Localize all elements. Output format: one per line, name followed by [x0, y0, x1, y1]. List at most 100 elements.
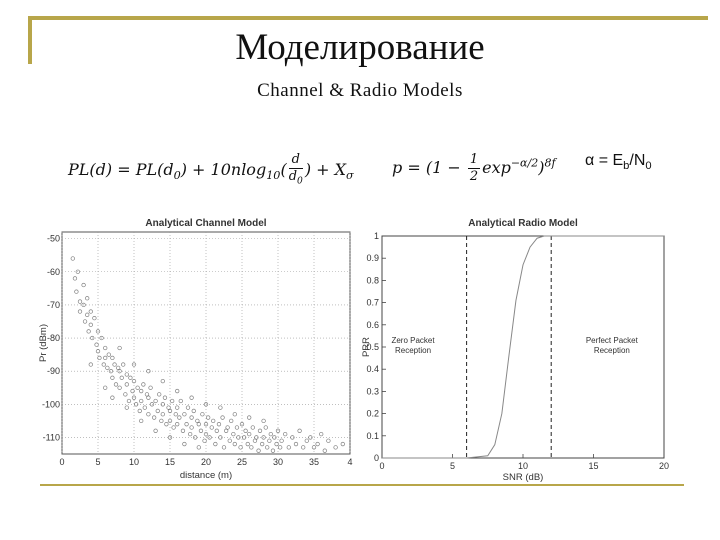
channel-data-point: [257, 428, 263, 433]
channel-data-point: [103, 345, 108, 351]
channel-data-point: [315, 441, 320, 447]
channel-data-point: [218, 435, 223, 440]
channel-x-tick-label: 15: [165, 457, 175, 467]
channel-x-tick-label: 4: [347, 457, 352, 467]
slide-top-border: [28, 16, 708, 20]
channel-data-point: [236, 435, 241, 440]
radio-y-axis-label: PRR: [361, 337, 372, 357]
channel-data-point: [173, 412, 178, 417]
channel-data-point: [286, 445, 291, 450]
channel-data-point: [137, 408, 142, 414]
radio-y-tick-label: 0.1: [366, 431, 379, 441]
channel-data-point: [185, 405, 191, 410]
channel-y-axis-label: Pr (dBm): [38, 324, 49, 362]
channel-data-point: [110, 375, 115, 380]
channel-data-point: [267, 438, 272, 443]
channel-data-point: [131, 395, 137, 400]
channel-x-tick-label: 0: [59, 457, 64, 467]
channel-data-point: [94, 342, 99, 347]
channel-data-point: [229, 418, 234, 424]
channel-data-point: [191, 408, 196, 414]
channel-data-point: [74, 289, 79, 294]
channel-data-point: [128, 375, 133, 380]
channel-data-point: [152, 415, 157, 420]
channel-data-point: [135, 385, 140, 390]
channel-data-point: [141, 382, 146, 387]
channel-data-point: [131, 362, 137, 367]
channel-chart-title: Analytical Channel Model: [145, 218, 266, 229]
channel-y-tick-label: -80: [47, 333, 60, 343]
channel-data-point: [110, 395, 115, 400]
channel-data-point: [171, 425, 176, 430]
channel-data-point: [149, 402, 155, 407]
channel-data-point: [184, 422, 189, 427]
slide-bottom-rule: [40, 484, 684, 486]
channel-data-point: [108, 369, 114, 374]
channel-y-tick-label: -70: [47, 300, 60, 310]
channel-data-point: [297, 428, 302, 433]
channel-data-point: [293, 441, 299, 447]
channel-data-point: [249, 445, 254, 450]
channel-data-point: [175, 405, 180, 410]
channel-data-point: [85, 296, 90, 301]
channel-data-point: [155, 408, 160, 414]
channel-data-point: [170, 398, 175, 404]
channel-data-point: [101, 362, 106, 367]
channel-data-point: [180, 428, 186, 433]
radio-prr-curve: [382, 235, 664, 459]
channel-data-point: [103, 385, 108, 390]
channel-data-point: [272, 435, 277, 440]
path-loss-formula: PL(d) = PL(d0) + 10nlog10(d d0) + Xσ: [68, 152, 354, 187]
channel-data-point: [97, 355, 102, 361]
channel-data-point: [218, 405, 223, 410]
radio-x-tick-label: 10: [518, 461, 528, 471]
channel-data-point: [164, 422, 169, 427]
channel-data-point: [160, 378, 165, 384]
radio-region-annotation: Perfect Packet Reception: [586, 336, 639, 355]
channel-data-point: [175, 422, 180, 427]
channel-data-point: [182, 441, 187, 447]
channel-data-point: [103, 355, 108, 361]
channel-data-point: [268, 431, 273, 437]
channel-data-point: [117, 345, 122, 351]
channel-x-tick-label: 20: [201, 457, 211, 467]
channel-data-point: [263, 425, 268, 430]
channel-data-point: [121, 362, 126, 367]
radio-y-tick-label: 1: [374, 231, 379, 241]
channel-data-point: [198, 428, 204, 433]
channel-data-point: [131, 378, 137, 384]
channel-x-tick-label: 10: [129, 457, 139, 467]
channel-data-point: [148, 385, 153, 390]
channel-data-point: [196, 445, 201, 450]
channel-data-point: [113, 382, 119, 387]
channel-y-tick-label: -110: [43, 432, 60, 442]
channel-data-point: [99, 335, 104, 341]
channel-data-point: [220, 415, 225, 420]
channel-data-point: [153, 398, 158, 404]
channel-data-point: [160, 402, 165, 407]
radio-x-tick-label: 5: [450, 461, 455, 471]
channel-data-point: [126, 398, 132, 404]
channel-data-point: [234, 425, 240, 430]
channel-data-point: [88, 322, 93, 327]
channel-data-point: [88, 309, 93, 314]
channel-data-point: [311, 445, 317, 450]
channel-x-tick-label: 25: [237, 457, 247, 467]
alpha-definition: α = Eb/N0: [585, 152, 652, 173]
channel-data-point: [139, 388, 144, 394]
radio-y-tick-label: 0.8: [366, 275, 379, 285]
channel-data-point: [196, 422, 201, 427]
channel-data-point: [167, 408, 173, 414]
channel-data-point: [265, 445, 270, 450]
channel-data-point: [146, 412, 151, 417]
channel-data-point: [157, 392, 162, 397]
radio-chart-title: Analytical Radio Model: [468, 218, 578, 229]
channel-data-point: [110, 355, 115, 361]
channel-data-point: [146, 395, 151, 400]
channel-data-point: [207, 435, 212, 440]
channel-data-point: [245, 441, 250, 447]
channel-data-point: [177, 415, 182, 420]
channel-data-point: [290, 435, 295, 440]
slide-subtitle: Channel & Radio Models: [257, 80, 463, 101]
channel-data-point: [95, 329, 101, 334]
